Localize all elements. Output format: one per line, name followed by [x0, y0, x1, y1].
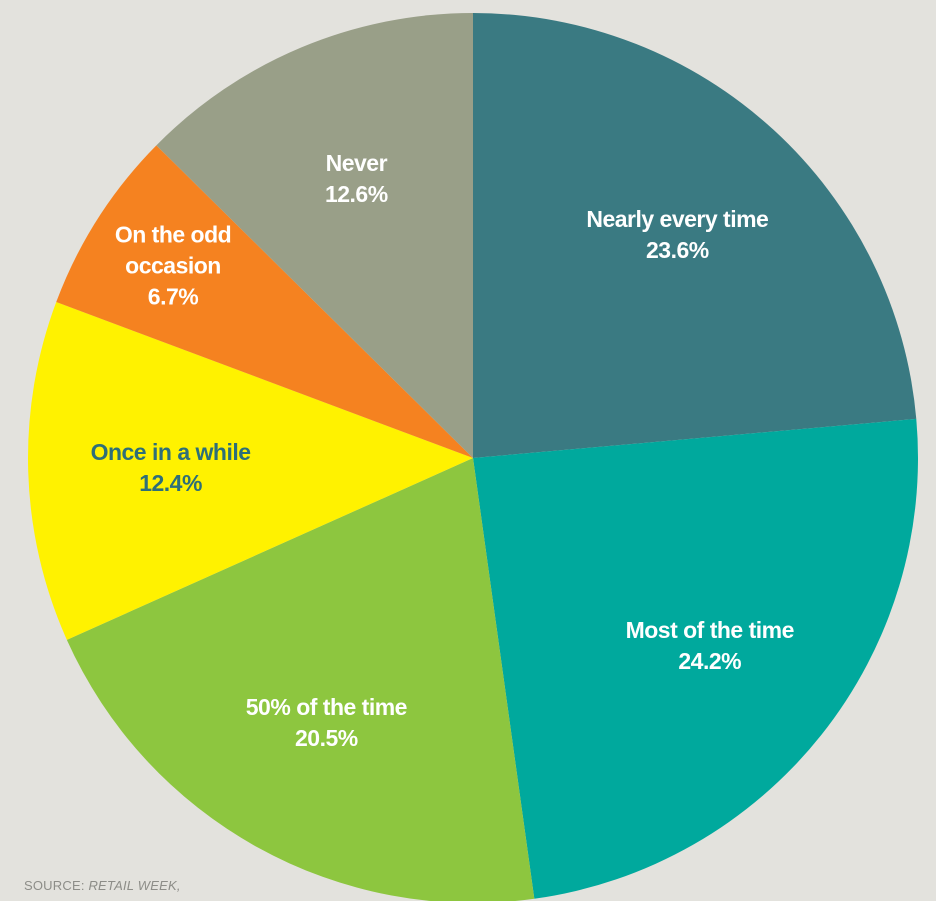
value-label: 24.2%: [678, 648, 742, 675]
slice-label: Never 12.6%: [246, 148, 466, 210]
slice-label: On the odd occasion 6.7%: [98, 220, 248, 313]
category-label: Nearly every time: [586, 205, 769, 232]
value-label: 20.5%: [295, 724, 358, 751]
category-label: Most of the time: [625, 617, 795, 644]
slice-label: 50% of the time 20.5%: [216, 692, 436, 754]
pie-slice: [56, 145, 474, 458]
pie-slice: [156, 13, 473, 458]
value-label: 6.7%: [147, 283, 199, 310]
category-label: On the odd occasion: [114, 221, 232, 279]
category-label: Never: [325, 149, 388, 176]
source: SOURCE: RETAIL WEEK,: [24, 878, 181, 893]
value-label: 12.6%: [324, 180, 388, 207]
slice-label: Once in a while 12.4%: [61, 437, 281, 499]
slice-label: Most of the time 24.2%: [600, 615, 820, 677]
source-label: SOURCE:: [24, 878, 85, 893]
pie-slice: [473, 418, 918, 899]
value-label: 12.4%: [139, 469, 202, 496]
pie-slice: [27, 302, 473, 640]
value-label: 23.6%: [645, 236, 709, 263]
slice-label: Nearly every time 23.6%: [567, 204, 787, 266]
source-name: RETAIL WEEK,: [88, 878, 181, 893]
pie-slice: [66, 458, 535, 901]
pie-slice: [473, 13, 917, 458]
category-label: 50% of the time: [245, 693, 408, 720]
category-label: Once in a while: [90, 438, 251, 465]
